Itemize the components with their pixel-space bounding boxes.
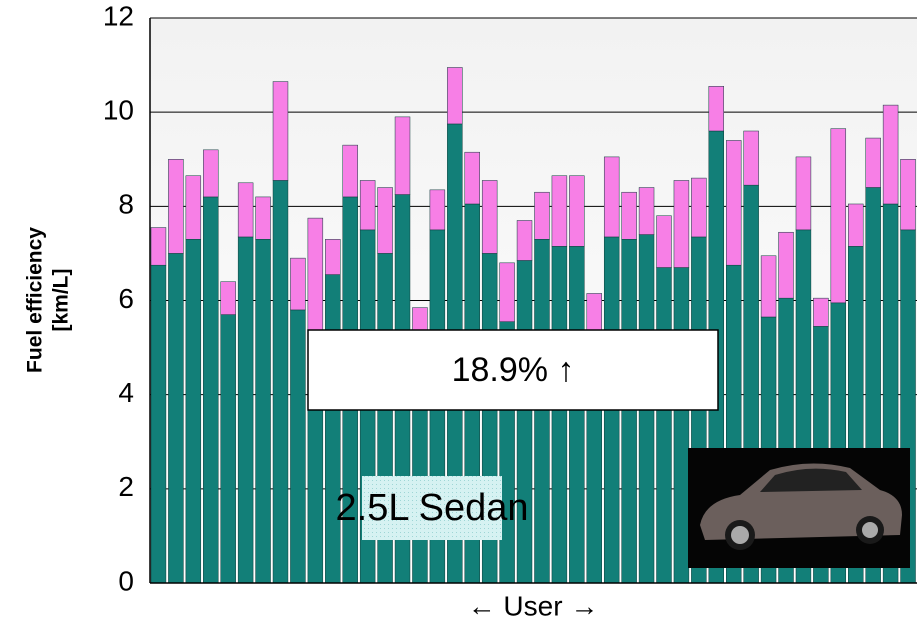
bar-segment [656, 267, 672, 584]
bar-segment [621, 191, 637, 240]
bar-segment [778, 231, 794, 299]
bar-segment [168, 253, 184, 584]
annotation: 2.5L Sedan [336, 487, 529, 529]
bar-segment [203, 196, 219, 584]
bar-segment [760, 255, 777, 318]
bar-segment [499, 262, 515, 322]
bar-segment [290, 309, 306, 584]
x-axis-label: ← User → [468, 590, 599, 621]
bar-segment [673, 267, 690, 584]
bar-segment [708, 86, 724, 132]
bar-segment [638, 187, 655, 235]
bar-segment [255, 196, 271, 240]
bar-segment [882, 104, 899, 205]
y-tick-label: 4 [118, 377, 134, 408]
bar-segment [900, 159, 916, 231]
y-tick-label: 6 [118, 283, 134, 314]
bar-segment [569, 246, 585, 584]
bar-segment [272, 180, 289, 584]
label-box [362, 476, 502, 540]
bar-segment [307, 217, 324, 334]
bar-segment [534, 239, 550, 584]
bar-segment [342, 144, 358, 198]
bar-segment [185, 175, 202, 240]
bar-segment [551, 246, 568, 584]
bar-segment [464, 151, 480, 205]
bar-segment [290, 257, 306, 311]
y-tick-label: 10 [103, 95, 134, 126]
annotation: 18.9% ↑ [452, 351, 575, 389]
bar-segment [813, 297, 829, 327]
bar-segment [150, 227, 167, 266]
bar-segment [237, 236, 254, 584]
bar-segment [394, 116, 411, 195]
bar-segment [325, 274, 341, 584]
bar-segment [830, 128, 847, 304]
y-axis-label: [km/L] [50, 269, 73, 332]
bar-segment [220, 314, 236, 584]
bar-segment [569, 175, 585, 247]
bar-segment [621, 239, 637, 584]
y-tick-label: 8 [118, 189, 134, 220]
bar-segment [377, 187, 393, 254]
bar-segment [255, 239, 271, 584]
y-axis-label: Fuel efficiency [24, 227, 47, 373]
bar-segment [237, 182, 254, 238]
bar-segment [848, 203, 864, 247]
bar-segment [516, 220, 533, 261]
bar-segment [691, 177, 707, 238]
bar-segment [726, 140, 742, 266]
bar-segment [743, 130, 759, 186]
bar-segment [534, 191, 550, 240]
bar-segment [447, 67, 463, 125]
bar-segment [185, 239, 202, 584]
bar-segment [359, 180, 376, 231]
bar-segment [603, 156, 620, 238]
bar-segment [272, 81, 289, 181]
bar-segment [203, 149, 219, 198]
bar-segment [150, 264, 167, 584]
bar-segment [516, 260, 533, 584]
bar-segment [481, 180, 498, 254]
bar-segment [656, 215, 672, 268]
bar-segment [551, 175, 568, 247]
car-photo [688, 448, 910, 568]
bar-segment [325, 239, 341, 275]
bar-segment [168, 159, 184, 254]
bar-segment [586, 293, 602, 334]
bar-segment [795, 156, 812, 231]
y-tick-label: 2 [118, 471, 134, 502]
bar-segment [673, 180, 690, 268]
y-tick-label: 0 [118, 565, 134, 596]
annotation-box [307, 329, 719, 411]
y-tick-label: 12 [103, 0, 134, 31]
bar-segment [865, 137, 881, 188]
bar-segment [220, 281, 236, 315]
bar-segment [429, 189, 446, 231]
